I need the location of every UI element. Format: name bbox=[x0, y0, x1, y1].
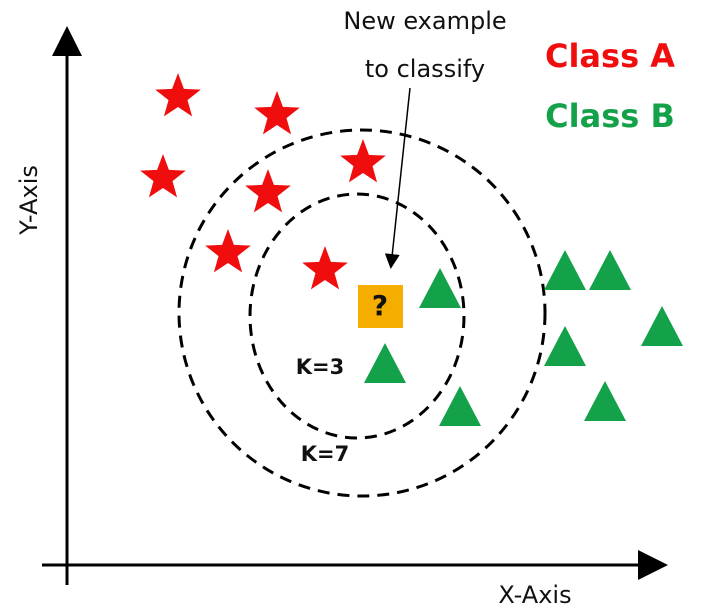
annotation-arrow bbox=[384, 87, 411, 269]
star bbox=[254, 91, 300, 135]
k7-circle bbox=[177, 128, 547, 498]
triangle bbox=[419, 268, 461, 308]
triangle bbox=[584, 381, 626, 421]
star bbox=[302, 246, 348, 290]
annotation-line: New example bbox=[343, 7, 506, 35]
triangle bbox=[589, 250, 631, 290]
triangle bbox=[544, 250, 586, 290]
x-axis-label: X-Axis bbox=[498, 581, 571, 609]
star bbox=[340, 139, 386, 183]
legend-class-b: Class B bbox=[545, 97, 675, 135]
triangle bbox=[364, 343, 406, 383]
triangle bbox=[641, 306, 683, 346]
k3-label: K=3 bbox=[296, 355, 344, 379]
query-label: ? bbox=[372, 289, 388, 322]
triangle bbox=[439, 386, 481, 426]
k3-circle bbox=[248, 192, 466, 440]
star bbox=[205, 229, 251, 273]
star bbox=[155, 73, 201, 117]
k7-label: K=7 bbox=[301, 442, 349, 466]
y-axis-label: Y-Axis bbox=[15, 165, 43, 236]
triangle bbox=[544, 326, 586, 366]
legend-class-a: Class A bbox=[545, 37, 675, 75]
star bbox=[140, 154, 186, 198]
star bbox=[245, 169, 291, 213]
annotation-line: to classify bbox=[365, 55, 485, 83]
query-point bbox=[358, 285, 403, 328]
